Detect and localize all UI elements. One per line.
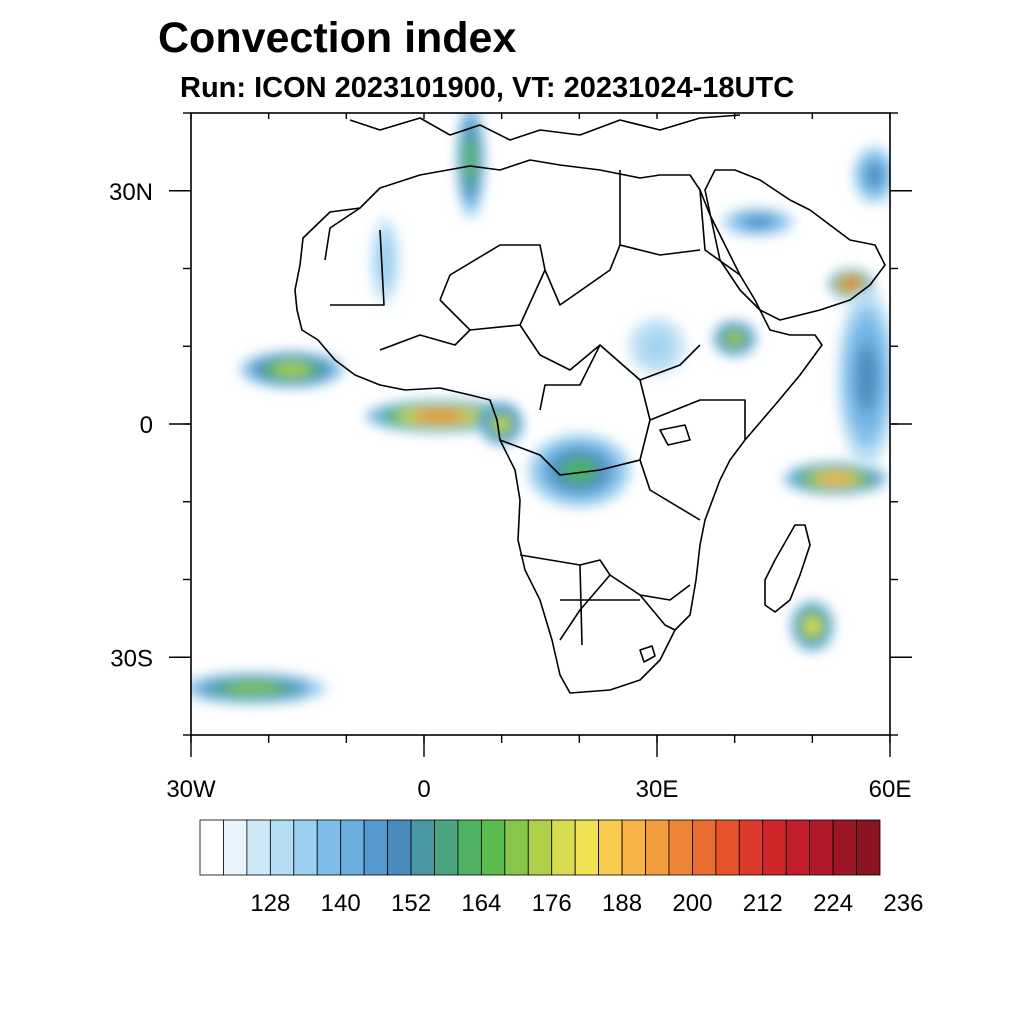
colorbar-swatch	[645, 819, 670, 876]
convection-cell	[852, 145, 890, 205]
colorbar-swatch	[293, 819, 318, 876]
mediterranean-north	[349, 114, 741, 141]
colorbar-swatch	[809, 819, 834, 876]
colorbar-swatch	[574, 819, 600, 876]
colorbar-label: 188	[602, 890, 642, 917]
chart-title: Convection index	[158, 14, 517, 62]
colorbar-label: 212	[743, 890, 783, 917]
convection-cell	[191, 672, 327, 705]
colorbar-swatch	[504, 819, 529, 876]
colorbar-swatch	[715, 819, 740, 876]
colorbar-swatch	[785, 819, 811, 876]
colorbar-label: 164	[461, 890, 501, 917]
colorbar-swatch	[551, 819, 576, 876]
lake-victoria	[659, 424, 691, 446]
lat-tick-label: 30S	[110, 645, 153, 672]
convection-cell	[240, 351, 344, 389]
colorbar-swatch	[410, 819, 435, 876]
colorbar-swatch	[363, 819, 388, 876]
colorbar-label: 224	[813, 890, 853, 917]
convection-cell	[479, 401, 524, 447]
colorbar-swatch	[223, 819, 248, 876]
colorbar-swatch	[856, 819, 881, 876]
colorbar-swatch	[832, 819, 857, 876]
colorbar-swatch	[340, 819, 365, 876]
convection-cell	[627, 316, 687, 376]
lon-tick-label: 0	[417, 776, 430, 803]
convection-cell	[365, 399, 514, 433]
colorbar-swatch	[434, 819, 459, 876]
chart-subtitle: Run: ICON 2023101900, VT: 20231024-18UTC	[180, 72, 795, 104]
colorbar-swatch	[621, 819, 646, 876]
convection-cell	[712, 320, 757, 357]
convection-cell	[455, 113, 486, 219]
border-lines	[324, 170, 746, 646]
madagascar	[764, 524, 811, 613]
colorbar-swatch	[598, 819, 623, 876]
convection-cell	[721, 207, 795, 237]
convection-cell	[783, 462, 888, 495]
convection-cell	[790, 600, 835, 653]
colorbar-label: 236	[883, 890, 923, 917]
colorbar-swatch	[527, 819, 553, 876]
lon-tick-label: 30W	[166, 776, 216, 803]
colorbar-swatch	[246, 819, 271, 876]
colorbar-label: 200	[672, 890, 712, 917]
plot-frame	[190, 112, 891, 736]
convection-field	[191, 113, 890, 705]
colorbar-swatch	[762, 819, 787, 876]
colorbar-swatch	[692, 819, 717, 876]
arabian-peninsula	[704, 169, 886, 321]
convection-cell	[837, 288, 890, 466]
lesotho	[639, 645, 656, 663]
colorbar-swatch	[316, 819, 342, 876]
map-axes: 30W 0 30E 60E 30N 0 30S	[109, 112, 912, 803]
lon-tick-label: 60E	[869, 776, 912, 803]
colorbar-swatch	[199, 819, 224, 876]
colorbar-label: 140	[321, 890, 361, 917]
colorbar-swatch	[387, 819, 412, 876]
colorbar-swatch	[480, 819, 506, 876]
lat-tick-label: 0	[140, 412, 153, 439]
colorbar-swatch	[668, 819, 693, 876]
colorbar-swatch	[269, 819, 295, 876]
colorbar: 128 140 152 164 176 188 200 212 224 236	[199, 819, 923, 917]
colorbar-label: 152	[391, 890, 431, 917]
convection-cell	[370, 216, 400, 306]
colorbar-swatch	[738, 819, 764, 876]
lat-tick-label: 30N	[109, 179, 153, 206]
colorbar-label: 176	[532, 890, 572, 917]
convection-cell	[527, 433, 631, 508]
colorbar-swatch	[457, 819, 482, 876]
lon-tick-label: 30E	[636, 776, 679, 803]
colorbar-label: 128	[250, 890, 290, 917]
coastlines-and-borders	[294, 114, 886, 694]
